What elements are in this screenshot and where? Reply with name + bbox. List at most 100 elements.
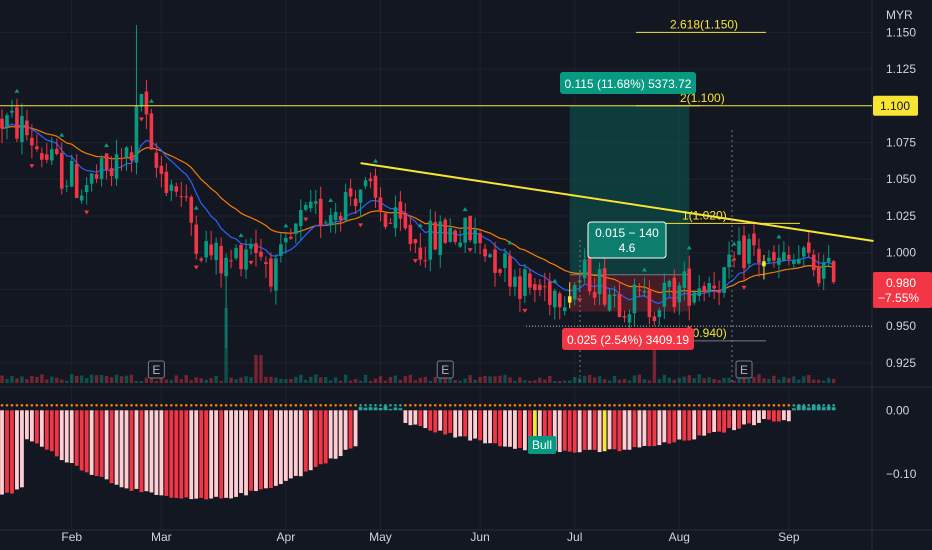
volume-bar <box>548 376 551 383</box>
histogram-bar <box>792 408 796 410</box>
histogram-bar <box>762 410 766 419</box>
volume-bar <box>170 380 173 383</box>
signal-dot <box>708 404 711 407</box>
signal-dot <box>509 404 512 407</box>
candle-body <box>170 185 174 191</box>
candle-body <box>424 260 428 261</box>
volume-bar <box>707 377 710 383</box>
volume-bar <box>563 381 566 383</box>
histogram-bar <box>633 410 637 447</box>
volume-bar <box>165 379 168 383</box>
candle-body <box>613 294 617 296</box>
candle-body <box>792 260 796 264</box>
signal-dot <box>200 404 203 407</box>
volume-bar <box>419 378 422 383</box>
volume-bar <box>727 378 730 383</box>
volume-bar <box>698 374 701 383</box>
volume-bar <box>379 376 382 383</box>
histogram-bar <box>10 410 14 493</box>
time-tick-label: Apr <box>277 530 296 544</box>
candle-body <box>493 250 497 273</box>
volume-bar <box>688 375 691 383</box>
volume-bar <box>478 377 481 383</box>
candle-body <box>498 269 502 273</box>
candle-body <box>404 213 408 228</box>
candle-body <box>359 190 363 203</box>
volume-bar <box>817 380 820 383</box>
candle-body <box>409 225 413 244</box>
volume-bar <box>518 377 521 383</box>
signal-dot <box>329 404 332 407</box>
signal-dot <box>170 404 173 407</box>
histogram-bar <box>299 410 303 476</box>
histogram-bar <box>593 410 597 450</box>
histogram-bar <box>214 410 218 497</box>
histogram-bar <box>135 410 139 489</box>
signal-dot <box>499 404 502 407</box>
candle-body <box>274 258 278 290</box>
signal-dot <box>588 404 591 407</box>
signal-dot <box>553 404 556 407</box>
histogram-bar <box>319 410 323 464</box>
volume-bar <box>827 378 830 383</box>
volume-bar <box>663 375 666 383</box>
signal-dot <box>698 404 701 407</box>
histogram-bar <box>329 410 333 458</box>
histogram-bar <box>145 410 149 491</box>
volume-bar <box>673 380 676 383</box>
signal-dot <box>90 404 93 407</box>
volume-bar <box>175 375 178 383</box>
signal-dot <box>175 404 178 407</box>
candle-body <box>75 164 79 198</box>
histogram-bar <box>314 410 318 467</box>
signal-dot <box>404 404 407 407</box>
candle-body <box>105 153 109 170</box>
candle-body <box>239 245 243 269</box>
measure-label-line1: 0.015 − 140 <box>595 226 659 240</box>
histogram-bar <box>787 410 791 421</box>
signal-dot <box>703 404 706 407</box>
signal-dot <box>718 404 721 407</box>
price-tick-label: 1.000 <box>886 246 916 260</box>
histogram-bar <box>443 410 447 434</box>
candle-body <box>453 230 457 241</box>
histogram-bar <box>130 410 134 491</box>
volume-bar <box>598 376 601 383</box>
histogram-bar <box>583 410 587 450</box>
candle-body <box>448 228 452 242</box>
signal-dot <box>195 404 198 407</box>
volume-bar <box>279 379 282 383</box>
signal-dot <box>643 404 646 407</box>
price-tick-label: 1.125 <box>886 62 916 76</box>
signal-dot <box>429 404 432 407</box>
candle-body <box>802 248 806 257</box>
histogram-bar <box>613 410 617 449</box>
histogram-bar <box>508 410 512 446</box>
histogram-bar <box>199 410 203 498</box>
candle-body <box>513 277 517 287</box>
candle-body <box>443 220 447 243</box>
signal-dot <box>573 404 576 407</box>
signal-dot <box>145 404 148 407</box>
signal-dot <box>568 404 571 407</box>
volume-bar <box>5 379 8 383</box>
histogram-bar <box>802 406 806 410</box>
signal-dot <box>120 404 123 407</box>
time-tick-label: May <box>369 530 392 544</box>
position-tool[interactable] <box>570 106 690 312</box>
histogram-bar <box>70 410 74 463</box>
signal-dot <box>593 404 596 407</box>
volume-bar <box>369 381 372 383</box>
histogram-bar <box>423 410 427 428</box>
histogram-bar <box>468 410 472 440</box>
volume-bar <box>259 355 262 383</box>
histogram-bar <box>384 406 388 410</box>
volume-bar <box>45 379 48 383</box>
signal-dot <box>140 404 143 407</box>
candle-body <box>394 207 398 228</box>
candle-body <box>777 258 781 265</box>
histogram-bar <box>75 410 79 465</box>
histogram-bar <box>732 410 736 430</box>
histogram-bar <box>717 410 721 431</box>
